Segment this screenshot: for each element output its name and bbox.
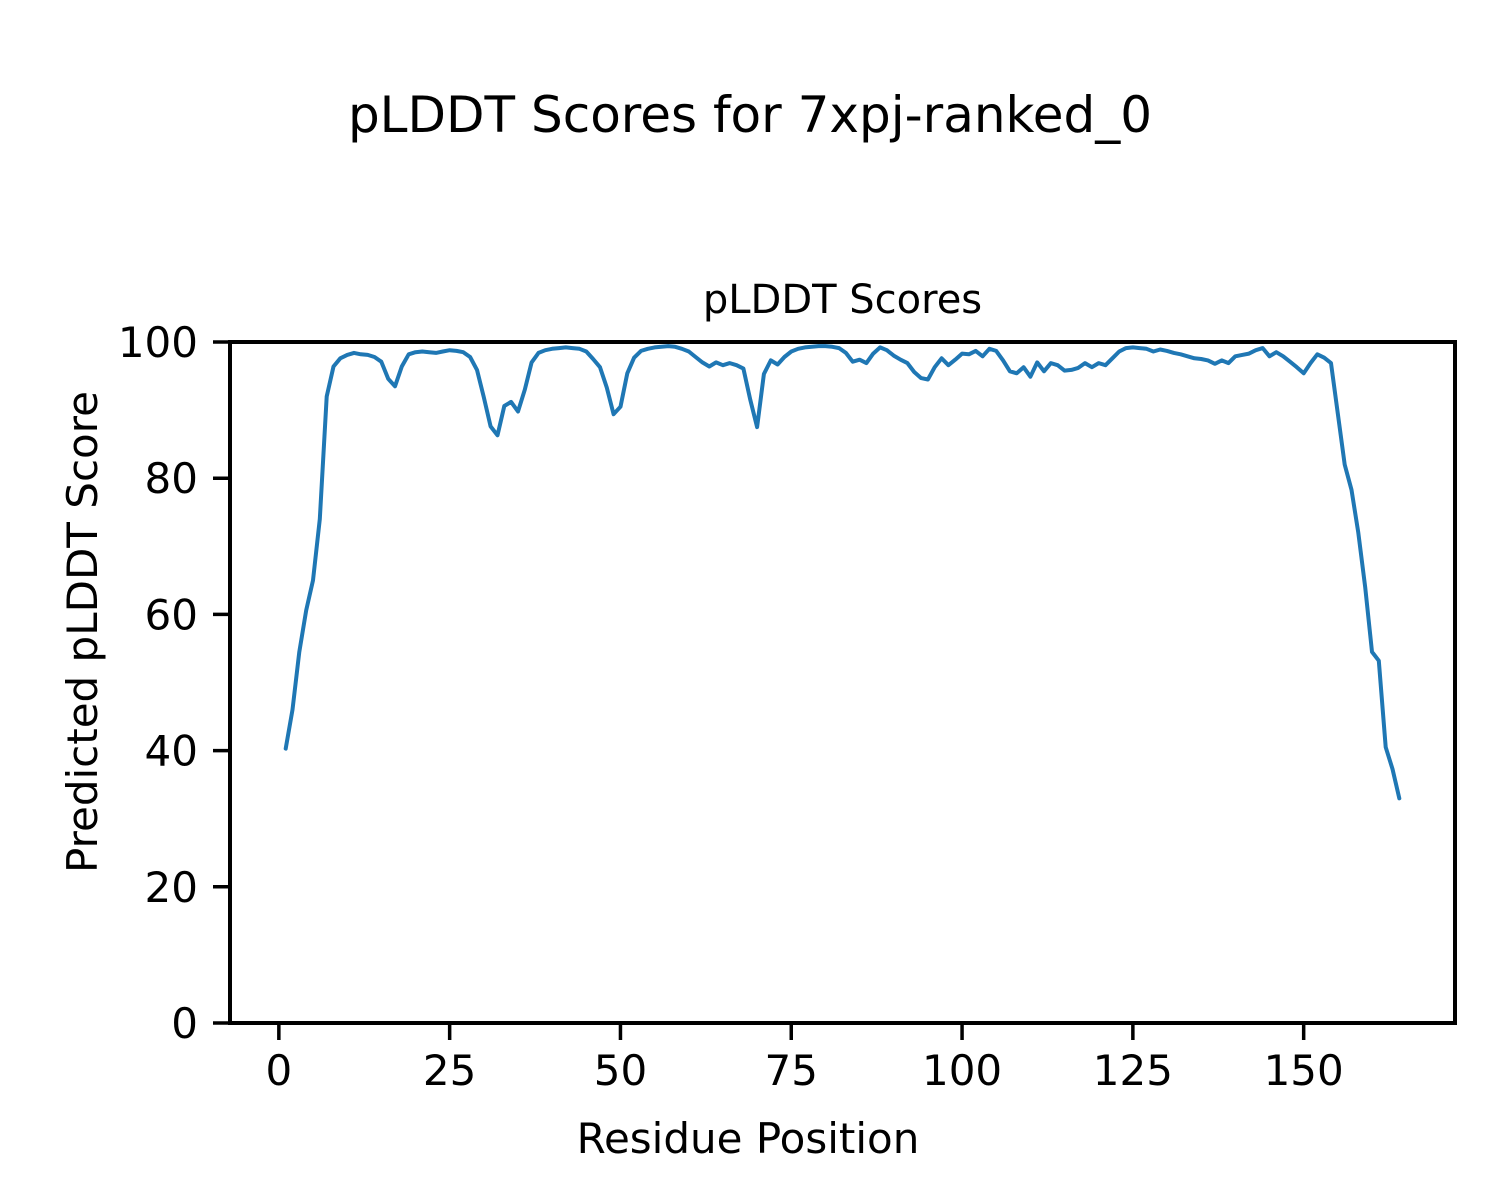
y-tick-label: 100 (118, 318, 198, 367)
y-tick-label: 0 (171, 999, 198, 1048)
plddt-line (283, 344, 1402, 801)
x-tick-label: 25 (423, 1046, 476, 1095)
x-tick-label: 150 (1264, 1046, 1344, 1095)
axes-spines (228, 340, 1457, 1025)
x-tick-label: 125 (1093, 1046, 1173, 1095)
y-tick-label: 20 (145, 863, 198, 912)
figure-suptitle: pLDDT Scores for 7xpj-ranked_0 (347, 86, 1153, 144)
y-tick-label: 80 (145, 454, 198, 503)
axes-title: pLDDT Scores (702, 277, 983, 323)
x-axis-label: Residue Position (576, 1114, 920, 1163)
x-tick-label: 0 (265, 1046, 292, 1095)
x-tick-label: 50 (594, 1046, 647, 1095)
y-tick-label: 60 (145, 590, 198, 639)
x-tick-label: 75 (765, 1046, 818, 1095)
y-tick-label: 40 (145, 727, 198, 776)
x-tick-label: 100 (922, 1046, 1002, 1095)
